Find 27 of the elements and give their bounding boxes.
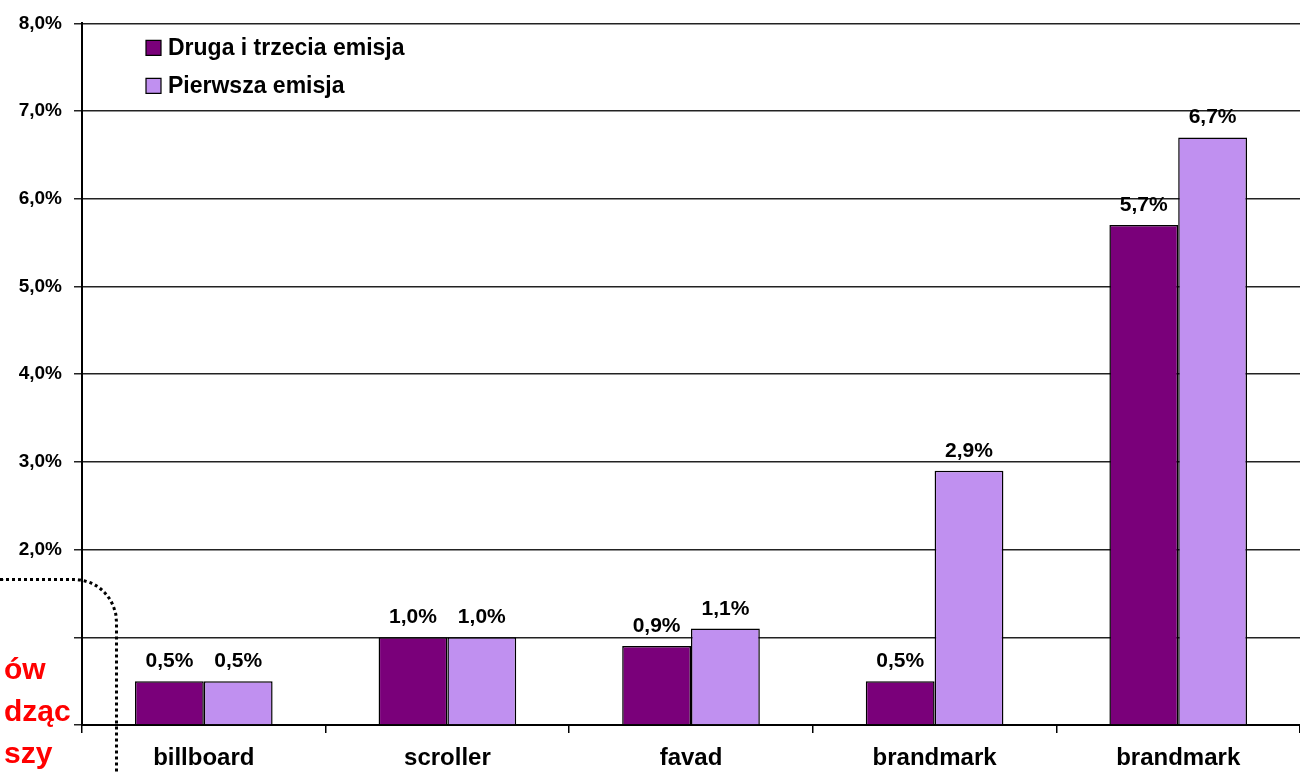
y-tick-label: 2,0% <box>18 537 63 559</box>
data-label: 6,7% <box>1188 104 1237 128</box>
y-tick-label: 3,0% <box>18 450 63 472</box>
y-tick-label: 7,0% <box>18 99 63 121</box>
x-tick-label: scroller <box>404 743 491 771</box>
data-label: 0,5% <box>214 648 263 672</box>
data-label: 5,7% <box>1119 192 1169 216</box>
x-tick-label: brandmark <box>1116 743 1241 771</box>
text: dząc <box>4 694 71 728</box>
y-tick-label: 4,0% <box>18 362 63 384</box>
data-label: 0,5% <box>876 648 925 672</box>
data-label: 1,0% <box>389 604 438 628</box>
y-tick-label: 8,0% <box>18 11 63 33</box>
data-label: 2,9% <box>945 437 994 461</box>
x-tick-label: billboard <box>153 743 255 771</box>
x-tick-label: brandmark <box>872 743 998 771</box>
legend-label: Druga i trzecia emisja <box>168 33 405 60</box>
data-label: 1,0% <box>457 604 507 628</box>
text: ów <box>4 652 46 686</box>
data-label: 1,1% <box>701 595 750 619</box>
y-tick-label: 6,0% <box>18 187 63 209</box>
legend-label: Pierwsza emisja <box>168 71 345 98</box>
x-tick-label: favad <box>659 743 723 771</box>
data-label: 0,9% <box>632 613 681 637</box>
data-label: 0,5% <box>145 648 194 672</box>
text: szy <box>4 736 53 770</box>
y-tick-label: 5,0% <box>18 274 63 296</box>
